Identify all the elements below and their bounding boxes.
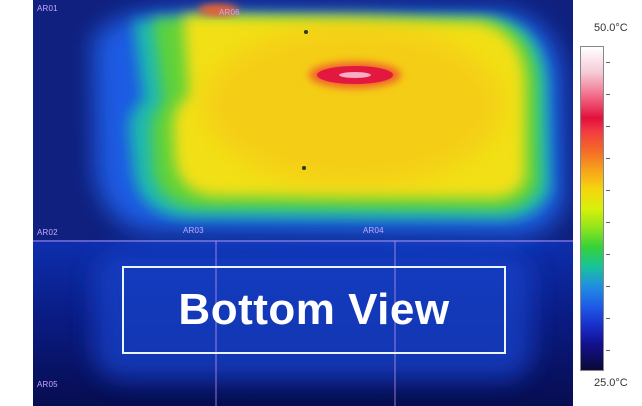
scale-tick <box>606 318 610 319</box>
scale-tick <box>606 94 610 95</box>
thermal-image: AR01 AR02 AR03 AR04 AR05 AR06 Bottom Vie… <box>33 0 573 406</box>
scale-tick <box>606 350 610 351</box>
roi-label-ar02: AR02 <box>37 228 58 237</box>
scale-tick <box>606 126 610 127</box>
scale-max-label: 50.0°C <box>594 22 628 34</box>
scale-tick <box>606 254 610 255</box>
temperature-scale: 50.0°C 25.0°C <box>580 0 642 406</box>
color-scale-bar <box>580 46 604 371</box>
roi-label-ar01: AR01 <box>37 4 58 13</box>
scale-min-label: 25.0°C <box>594 377 628 389</box>
roi-label-ar06: AR06 <box>219 8 240 17</box>
scale-tick <box>606 62 610 63</box>
roi-label-ar03: AR03 <box>183 226 204 235</box>
bottom-view-label: Bottom View <box>178 285 450 334</box>
scale-tick <box>606 158 610 159</box>
scale-tick <box>606 190 610 191</box>
bottom-view-box: Bottom View <box>122 266 506 354</box>
scale-tick <box>606 286 610 287</box>
scale-tick <box>606 222 610 223</box>
roi-label-ar05: AR05 <box>37 380 58 389</box>
roi-label-ar04: AR04 <box>363 226 384 235</box>
